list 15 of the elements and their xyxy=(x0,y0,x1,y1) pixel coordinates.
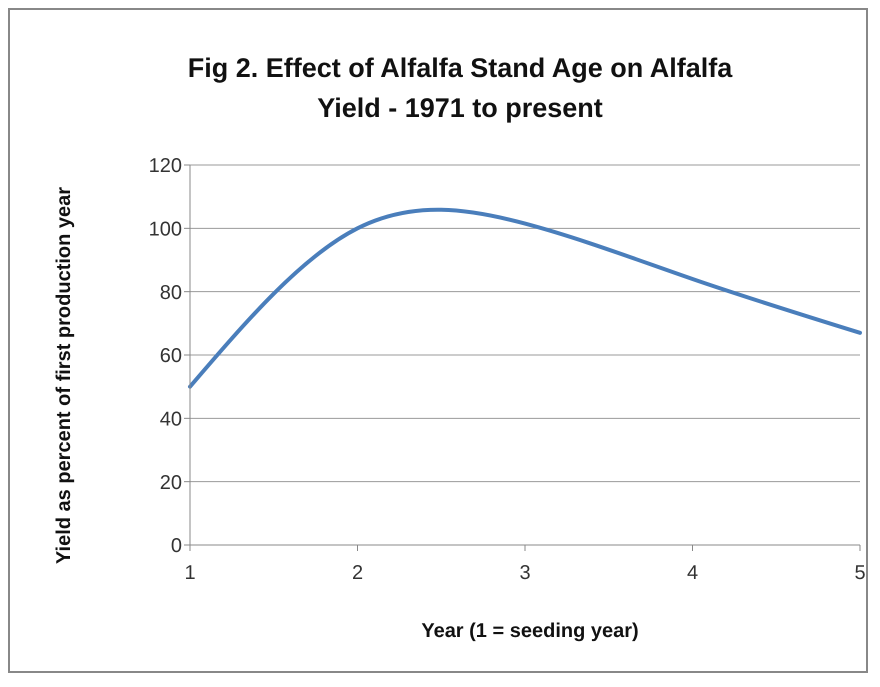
x-tick-label: 4 xyxy=(686,562,698,584)
x-tick-label: 1 xyxy=(184,562,196,584)
y-axis-title: Yield as percent of first production year xyxy=(54,186,76,564)
chart-title: Fig 2. Effect of Alfalfa Stand Age on Alfalfa Yield - 1971 to present xyxy=(186,52,734,125)
x-tick-label: 2 xyxy=(352,562,364,584)
y-tick-label: 80 xyxy=(160,282,182,304)
y-tick-label: 20 xyxy=(160,472,182,494)
y-tick-label: 60 xyxy=(160,345,182,368)
y-tick-label: 120 xyxy=(148,155,182,178)
x-axis-title: Year (1 = seeding year) xyxy=(420,620,640,643)
y-tick-label: 100 xyxy=(148,218,182,240)
x-tick-label: 3 xyxy=(519,562,531,584)
x-tick-label: 5 xyxy=(854,562,866,584)
y-tick-label: 0 xyxy=(170,535,182,558)
y-tick-label: 40 xyxy=(160,408,182,430)
